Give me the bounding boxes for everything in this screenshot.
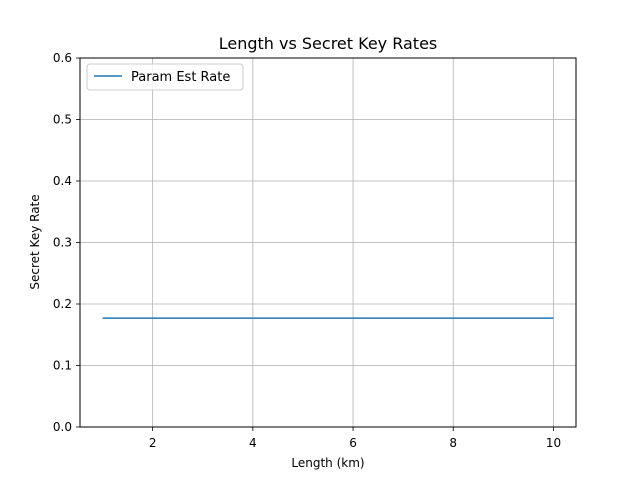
- grid: [80, 57, 576, 428]
- y-tick-label: 0.6: [53, 51, 72, 65]
- x-tick-label: 2: [149, 436, 157, 450]
- y-tick-label: 0.1: [53, 359, 72, 373]
- x-tick-label: 6: [349, 436, 357, 450]
- chart-title: Length vs Secret Key Rates: [219, 34, 438, 53]
- legend-box: [86, 63, 244, 91]
- y-tick-label: 0.0: [53, 420, 72, 434]
- legend: Param Est Rate: [86, 63, 244, 91]
- legend-label: Param Est Rate: [131, 70, 230, 85]
- y-axis-label: Secret Key Rate: [28, 194, 42, 289]
- x-tick-label: 4: [249, 436, 257, 450]
- x-tick-label: 8: [449, 436, 457, 450]
- y-tick-label: 0.4: [53, 174, 72, 188]
- y-tick-label: 0.3: [53, 236, 72, 250]
- x-axis-label: Length (km): [291, 456, 364, 470]
- x-tick-label: 10: [546, 436, 561, 450]
- x-axis-ticks: 2 4 6 8 10: [149, 427, 561, 450]
- y-axis-ticks: 0.0 0.1 0.2 0.3 0.4 0.5 0.6: [53, 51, 80, 434]
- y-tick-label: 0.2: [53, 297, 72, 311]
- y-tick-label: 0.5: [53, 113, 72, 127]
